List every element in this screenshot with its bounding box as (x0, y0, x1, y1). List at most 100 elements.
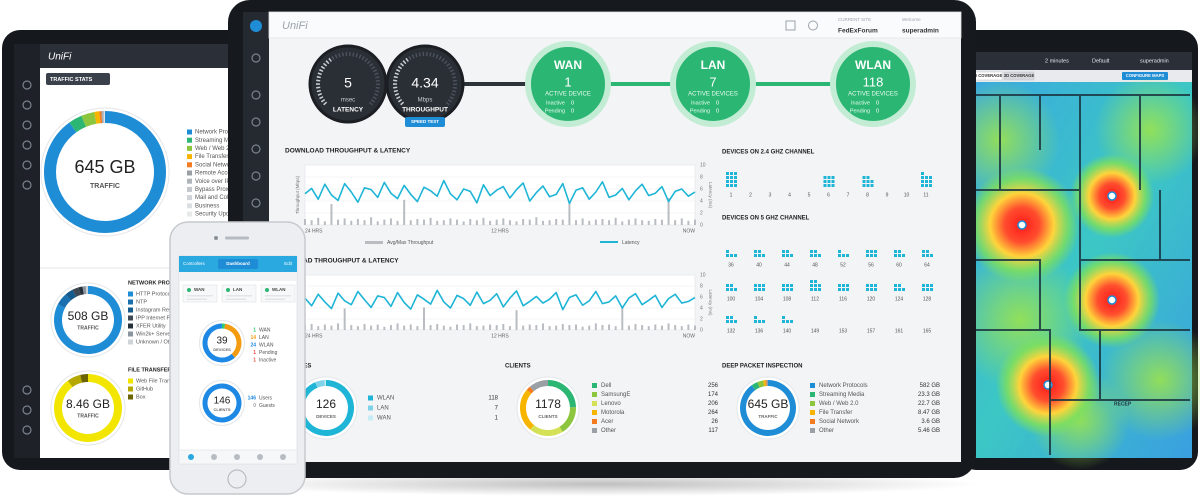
legend-swatch (187, 154, 192, 160)
label: 0 (716, 100, 719, 106)
label: 6 (700, 186, 703, 192)
legend-swatch (810, 383, 815, 388)
throughput-bar (647, 220, 650, 225)
throughput-bar (674, 325, 677, 330)
label: File Transfer (819, 410, 852, 416)
label: 5.46 GB (918, 428, 940, 434)
legend-swatch (128, 378, 133, 384)
channel-bar (866, 284, 877, 291)
label: Latency (622, 240, 640, 246)
gauge-needle (393, 57, 410, 106)
throughput-bar (541, 323, 544, 330)
throughput-bar (489, 220, 492, 225)
tab-icon[interactable] (211, 454, 217, 460)
label: Unknown / Other (136, 339, 177, 345)
label: LATENCY (333, 107, 364, 114)
label: WLAN (377, 396, 394, 402)
home-button[interactable] (227, 469, 247, 489)
button[interactable] (1003, 71, 1035, 81)
throughput-bar (641, 220, 644, 225)
legend-swatch (187, 186, 192, 192)
label: 64 (924, 262, 930, 268)
label: DEVICES (316, 414, 336, 419)
label: XFER Utility (136, 323, 166, 329)
label: 24 HRS (305, 333, 323, 339)
donut-segment (94, 111, 101, 124)
tab-icon[interactable] (257, 454, 263, 460)
throughput-bar (449, 218, 452, 225)
throughput-bar (561, 219, 564, 225)
throughput-bar (376, 221, 379, 225)
legend-swatch (592, 401, 597, 406)
label: 12 HRS (491, 228, 509, 234)
label: 112 (811, 296, 819, 302)
label: 4.34 (411, 75, 438, 91)
tab-icon[interactable] (280, 454, 286, 460)
throughput-bar (489, 324, 492, 330)
status-tile (221, 284, 257, 303)
throughput-bar (641, 325, 644, 330)
throughput-bar (403, 199, 406, 225)
header-bar (40, 44, 250, 68)
label: Mail and Collaboration (195, 195, 255, 201)
throughput-bar (495, 325, 498, 330)
legend-swatch (365, 241, 383, 244)
label: Social Network (819, 419, 860, 425)
donut-segment (559, 407, 576, 432)
network-node (830, 41, 916, 127)
donut-segment (202, 383, 242, 423)
label: Dell (601, 383, 611, 389)
tab-icon[interactable] (188, 454, 194, 460)
label: Avg/Max Throughput (387, 240, 434, 246)
label: DEVICES ON 2.4 GHZ CHANNEL (722, 150, 815, 156)
legend-swatch (810, 410, 815, 415)
nav-icon (251, 144, 261, 154)
nav-icon (22, 80, 32, 90)
donut-segment (520, 389, 535, 430)
label: Voice over IP (195, 179, 230, 185)
label: 60 (896, 262, 902, 268)
plot-area (304, 274, 696, 331)
label: LAN (377, 406, 389, 412)
label: 645 GB (748, 397, 789, 411)
throughput-bar (310, 323, 313, 330)
nav-icon (251, 171, 261, 181)
tab-active[interactable] (218, 259, 258, 269)
label: UniFi (282, 20, 308, 32)
label: TRAFFIC STATS (50, 77, 93, 83)
throughput-bar (343, 308, 346, 330)
throughput-bar (634, 323, 637, 330)
label: 126 (316, 397, 336, 411)
label: Controllers (183, 261, 206, 266)
throughput-bar (456, 324, 459, 330)
label: 149 (811, 328, 820, 334)
throughput-bar (482, 325, 485, 330)
label: Acer (601, 419, 613, 425)
label: NOW (683, 228, 696, 234)
label: 2 (700, 316, 703, 322)
label: Welcome (902, 17, 921, 22)
button[interactable] (405, 117, 445, 127)
label: 1 (495, 416, 499, 422)
label: 8.46 GB (66, 397, 110, 411)
legend-swatch (600, 241, 618, 243)
label: 124 (895, 296, 904, 302)
tab-icon[interactable] (234, 454, 240, 460)
label: 2 minutes (1045, 58, 1069, 64)
nav-icon (251, 90, 261, 100)
status-line (187, 298, 207, 300)
label: 117 (708, 428, 718, 434)
label: SPEED TEST (411, 119, 439, 124)
label: 26 (711, 419, 718, 425)
throughput-bar (541, 220, 544, 225)
dropdown (46, 73, 110, 85)
throughput-bar (515, 310, 518, 330)
label: 0 (253, 403, 256, 409)
channel-bar (894, 250, 905, 257)
legend-swatch (187, 211, 192, 217)
label: Latency (ms) (708, 289, 713, 316)
label: 1178 (535, 397, 561, 411)
label: 104 (755, 296, 764, 302)
label: 14 (250, 335, 256, 341)
throughput-bar (515, 221, 518, 225)
